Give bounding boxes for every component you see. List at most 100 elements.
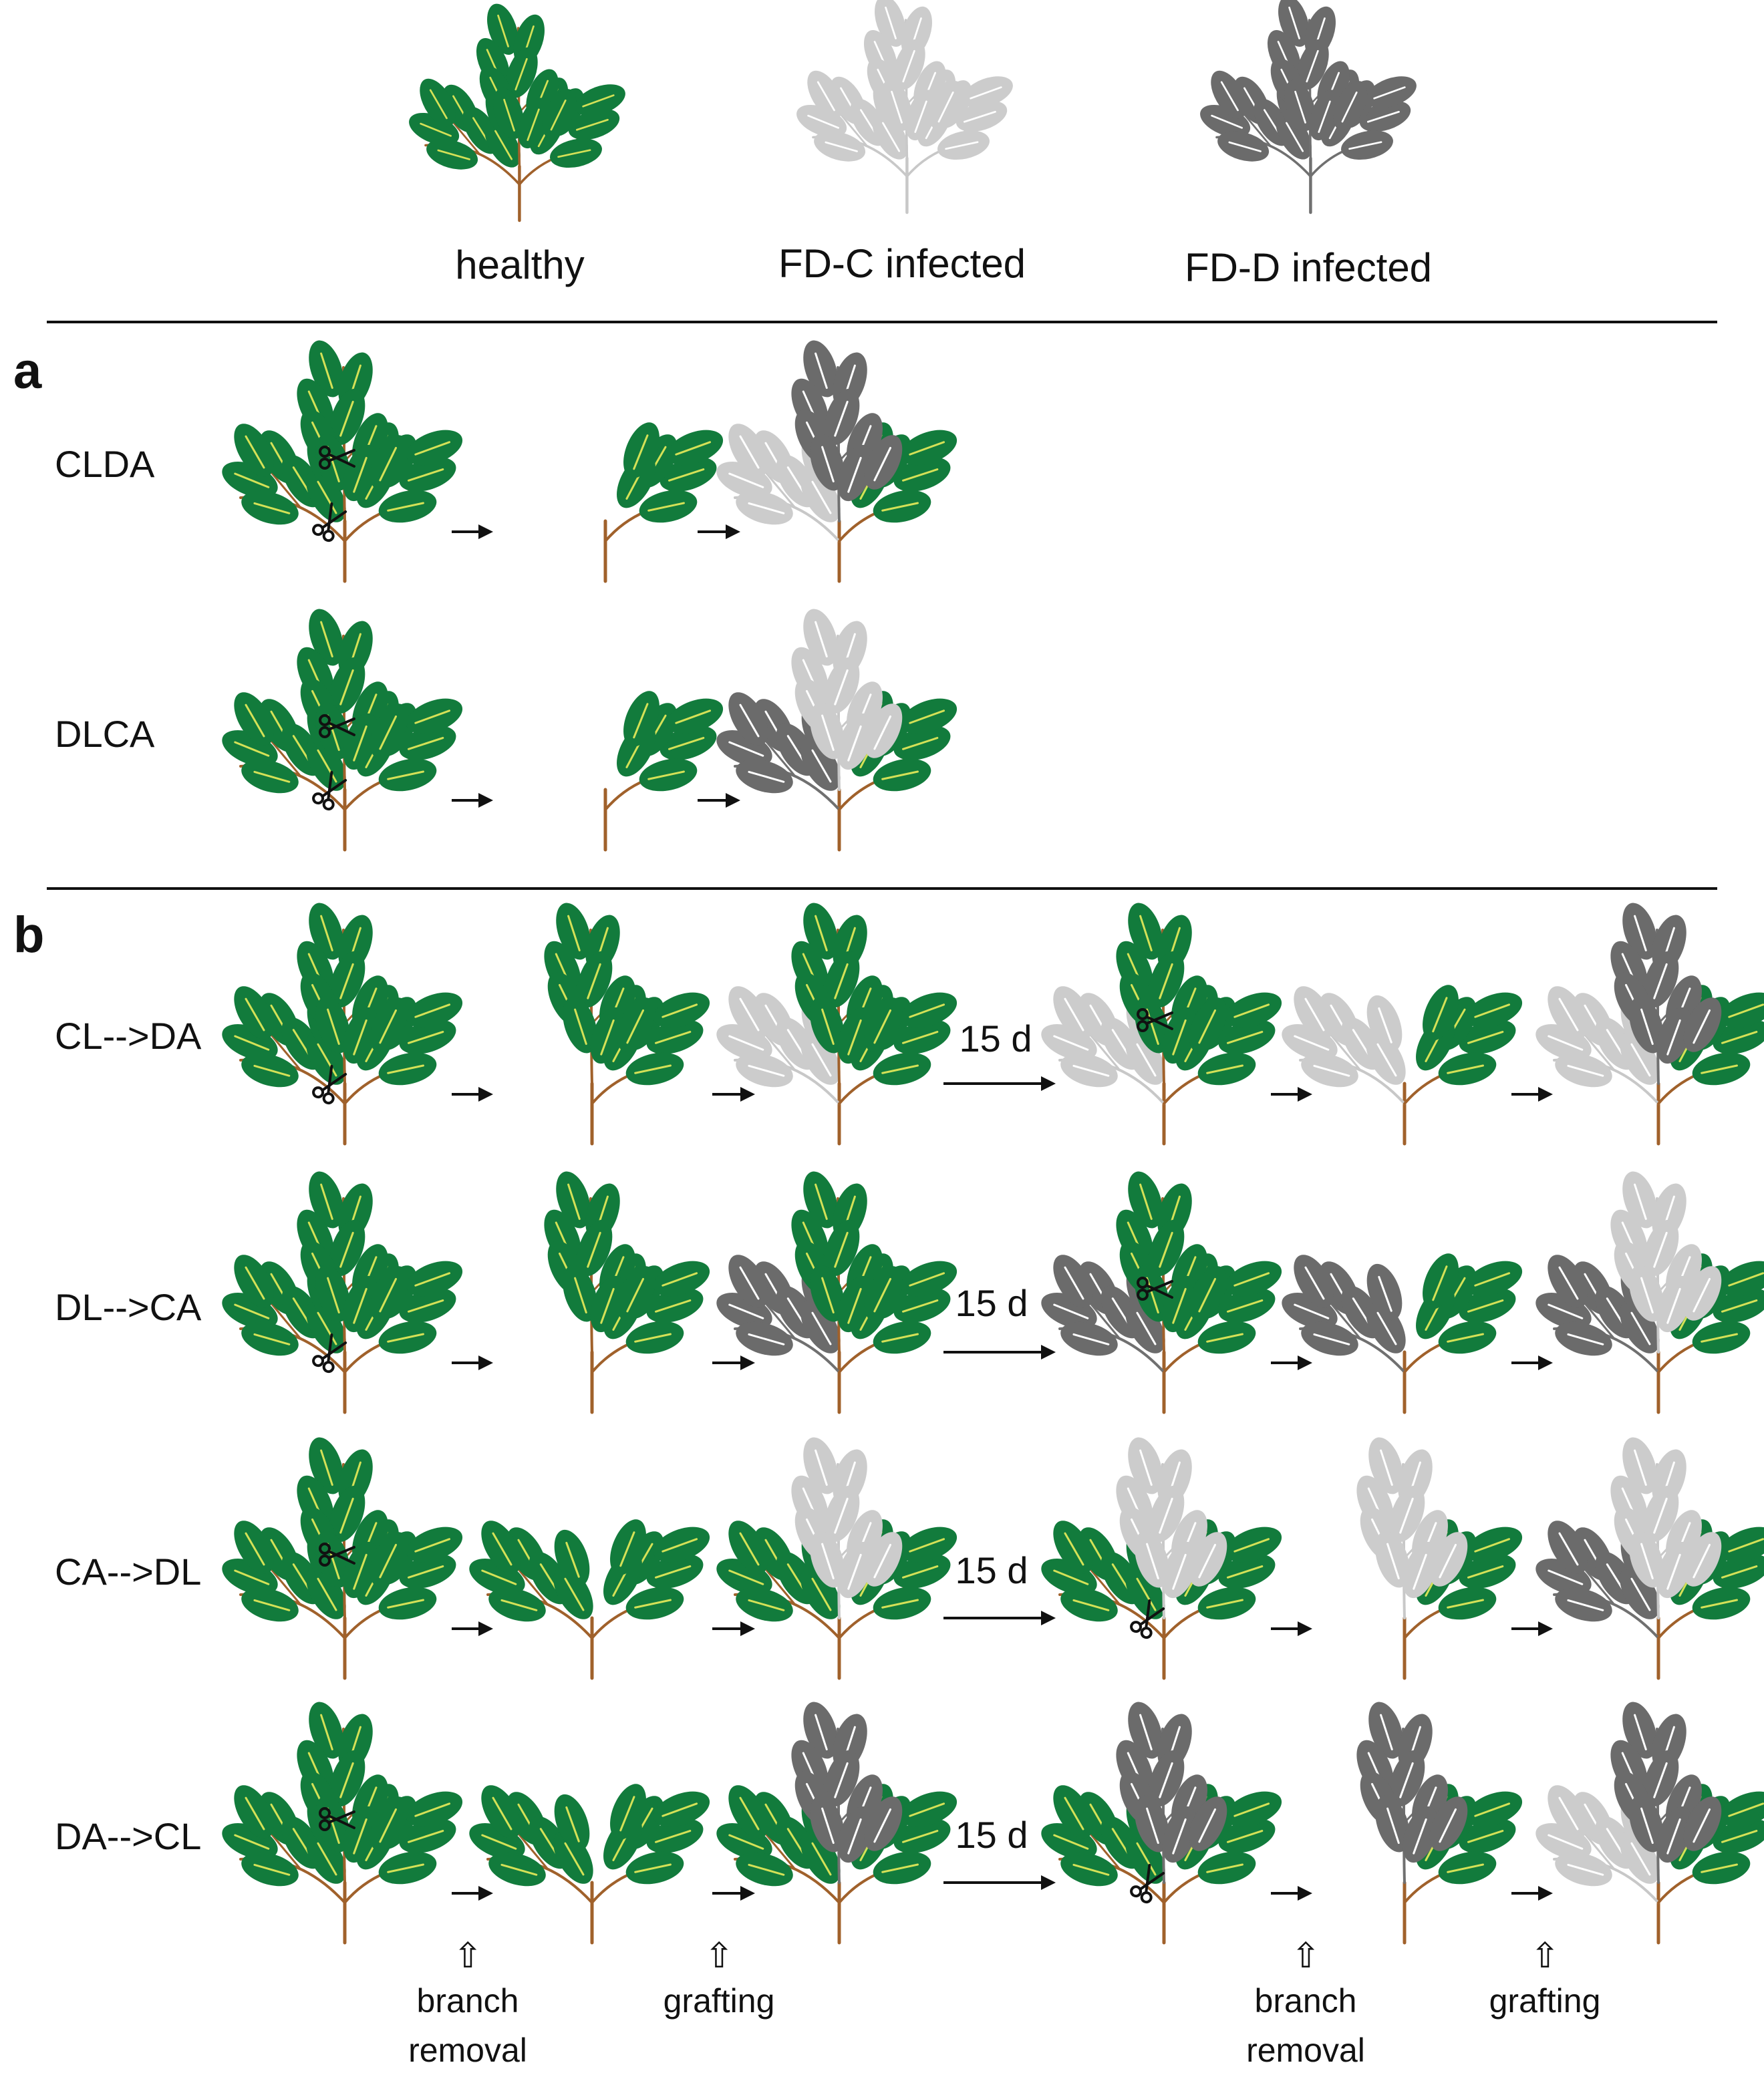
healthy-leaf <box>666 430 724 466</box>
right-arrow-icon <box>712 1355 755 1370</box>
healthy-leaf <box>837 1275 873 1333</box>
healthy-leaf <box>518 98 550 149</box>
healthy-leaf <box>659 457 717 492</box>
healthy-leaf <box>1692 1321 1751 1354</box>
fd_d-leaf <box>810 1795 845 1853</box>
scissors-icon <box>312 771 347 811</box>
right-arrow-icon <box>943 1875 1056 1890</box>
healthy-leaf <box>623 691 659 747</box>
fd_c-leaf <box>810 1531 845 1588</box>
healthy-leaf <box>1225 1261 1282 1297</box>
healthy-leaf <box>1713 1818 1764 1853</box>
pruned-plant <box>1282 1253 1523 1414</box>
healthy-leaf <box>590 1007 626 1064</box>
healthy-leaf <box>837 1007 873 1064</box>
fd_c-leaf <box>807 70 843 119</box>
healthy-leaf <box>1218 1818 1276 1853</box>
right-arrow-icon <box>452 1886 493 1901</box>
healthy-leaf <box>893 457 951 492</box>
healthy-leaf <box>406 1261 463 1297</box>
healthy-leaf <box>873 1587 931 1620</box>
healthy-leaf <box>646 1019 704 1054</box>
healthy-leaf <box>824 951 860 1008</box>
fd_c-leaf <box>1622 1171 1657 1229</box>
healthy-leaf <box>399 1019 456 1054</box>
healthy-leaf <box>343 1007 379 1064</box>
row-label-cl-da: CL-->DA <box>55 1015 202 1057</box>
healthy-leaf <box>625 1851 684 1885</box>
fd_d-leaf <box>1620 1300 1660 1353</box>
healthy-leaf <box>900 698 958 734</box>
healthy-leaf <box>1465 1791 1523 1827</box>
scissors-icon <box>319 714 355 738</box>
fd_d-leaf <box>1276 111 1312 160</box>
healthy-leaf <box>329 657 365 714</box>
healthy-plant <box>222 1437 463 1680</box>
fd_d-leaf <box>1189 1796 1227 1851</box>
healthy-leaf <box>1197 1321 1256 1354</box>
fd_c-leaf <box>1301 1053 1358 1088</box>
healthy-leaf <box>234 692 274 746</box>
fd_c-leaf <box>1620 1830 1660 1884</box>
up-arrow-icon: ⇧ <box>1530 1937 1560 1975</box>
healthy-leaf <box>406 1791 463 1827</box>
healthy-leaf <box>309 1171 343 1229</box>
fd_c-leaf <box>1620 1031 1660 1085</box>
healthy-leaf <box>1125 1566 1165 1619</box>
scissors-icon <box>1137 1008 1173 1032</box>
pruned-plant <box>1282 985 1523 1146</box>
healthy-leaf <box>426 139 478 170</box>
fd_c-leaf <box>1149 1485 1185 1543</box>
fd_c-leaf <box>1053 986 1093 1040</box>
legend-healthy-label: healthy <box>455 243 585 287</box>
healthy-leaf <box>893 1019 951 1054</box>
healthy-leaf <box>590 1275 626 1333</box>
healthy-leaf <box>873 1321 931 1354</box>
healthy-leaf <box>625 1321 684 1354</box>
healthy-leaf <box>900 992 958 1028</box>
pruned-plant <box>544 903 710 1146</box>
fd_d-leaf <box>1366 1263 1403 1321</box>
healthy-leaf <box>1713 1019 1764 1054</box>
grafted-plant <box>1041 1702 1282 1945</box>
healthy-leaf <box>378 1587 437 1620</box>
up-arrow-icon: ⇧ <box>453 1937 482 1975</box>
healthy-leaf <box>309 609 343 666</box>
scissors-icon <box>312 1333 347 1374</box>
right-arrow-icon <box>1511 1355 1553 1370</box>
right-arrow-icon <box>1271 1621 1312 1636</box>
healthy-leaf <box>653 992 710 1028</box>
fd_c-leaf <box>837 713 873 770</box>
fd_d-leaf <box>1135 1795 1169 1853</box>
healthy-leaf <box>659 726 717 760</box>
healthy-leaf <box>803 903 838 960</box>
fd_d-leaf <box>1375 1795 1410 1853</box>
fd_d-leaf <box>1284 79 1316 132</box>
fd_c-leaf <box>800 1031 841 1085</box>
healthy-leaf <box>1459 1019 1516 1054</box>
fd_d-leaf <box>1128 1702 1163 1759</box>
healthy-leaf <box>653 1791 710 1827</box>
healthy-leaf <box>1162 1275 1198 1333</box>
healthy-leaf <box>1465 1527 1523 1563</box>
fd_c-leaf <box>1629 1531 1664 1588</box>
scissors-icon <box>312 1065 347 1105</box>
fd_d-leaf <box>1683 997 1722 1052</box>
healthy-leaf <box>406 992 463 1028</box>
fd_d-leaf <box>837 1806 873 1863</box>
healthy-leaf <box>893 1554 951 1589</box>
fd_c-leaf <box>1683 1532 1722 1587</box>
healthy-leaf <box>306 1300 346 1353</box>
panel-b-label: b <box>13 907 45 963</box>
fd_c-leaf <box>1060 1053 1118 1088</box>
fd_c-leaf <box>962 76 1013 108</box>
fd_c-leaf <box>1429 1532 1468 1587</box>
legend-fd-d-label: FD-D infected <box>1184 245 1433 290</box>
grafted-plant <box>1535 903 1764 1146</box>
healthy-plant <box>222 609 463 852</box>
fd_c-leaf <box>1656 1541 1693 1599</box>
fd_c-leaf <box>1555 1053 1612 1088</box>
healthy-leaf <box>568 108 620 140</box>
healthy-leaf <box>864 1266 903 1321</box>
